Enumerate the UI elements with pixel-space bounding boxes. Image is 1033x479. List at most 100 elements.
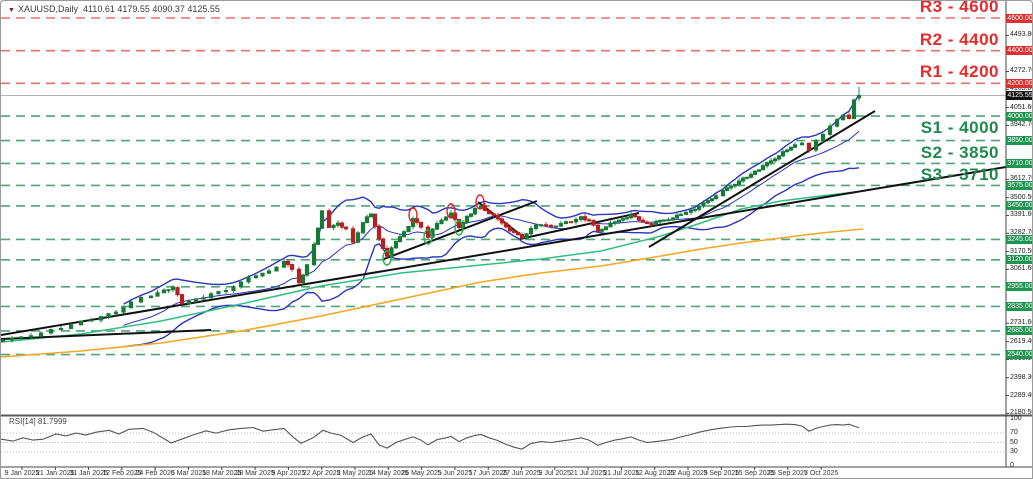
candle-body bbox=[636, 216, 642, 221]
x-axis-label: 9 Jan 2025 bbox=[4, 470, 40, 477]
rsi-indicator-label: RSI[14] 81.7999 bbox=[9, 417, 67, 426]
candle-body bbox=[661, 219, 667, 222]
support-price-badge: 3710.00 bbox=[1006, 158, 1033, 168]
swing-low-ellipse bbox=[382, 250, 392, 266]
candle-body bbox=[166, 289, 171, 292]
price-tick-label: 3942.70 bbox=[1010, 121, 1033, 129]
resistance-price-badge: 4600.00 bbox=[1006, 13, 1033, 23]
candle-body bbox=[780, 151, 786, 157]
x-axis-label: 21 Jul 2025 bbox=[569, 470, 607, 477]
x-axis-label: 21 Jan 2025 bbox=[36, 470, 75, 477]
candle-body bbox=[713, 195, 719, 200]
price-tick-label: 2289.40 bbox=[1010, 391, 1033, 399]
resistance-label: R3 - 4600 bbox=[919, 0, 999, 16]
candle-body bbox=[760, 165, 766, 171]
candle-body bbox=[170, 287, 176, 291]
rsi-name: RSI[14] bbox=[9, 417, 36, 426]
candle-body bbox=[384, 247, 390, 257]
trendline[interactable] bbox=[383, 200, 538, 260]
candle-body bbox=[720, 189, 726, 197]
support-price-badge: 2540.00 bbox=[1006, 350, 1033, 360]
trendline[interactable] bbox=[519, 212, 640, 240]
candle-body bbox=[406, 226, 411, 233]
price-tick-label: 3170.50 bbox=[1010, 247, 1033, 255]
candle-body bbox=[311, 243, 317, 266]
candle-body bbox=[456, 218, 462, 228]
rsi-scale-label: 100 bbox=[1010, 415, 1022, 422]
x-axis-label: 5 Jun 2025 bbox=[437, 470, 473, 477]
trendline[interactable] bbox=[648, 110, 876, 248]
support-price-badge: 3850.00 bbox=[1006, 136, 1033, 146]
resistance-price-badge: 4400.00 bbox=[1006, 46, 1033, 56]
candle-body bbox=[18, 336, 24, 339]
candle-body bbox=[155, 292, 160, 297]
candle-body bbox=[674, 214, 680, 219]
candle-body bbox=[304, 264, 310, 276]
swing-high-ellipse bbox=[408, 207, 418, 223]
swing-high-ellipse bbox=[475, 194, 485, 210]
candle-body bbox=[543, 224, 549, 227]
candle-body bbox=[740, 177, 746, 182]
candle-body bbox=[548, 224, 554, 228]
candle-body bbox=[253, 275, 259, 279]
candle-body bbox=[482, 205, 488, 212]
candle-body bbox=[491, 213, 496, 216]
chart-title: ▼ XAUUSD,Daily 4110.61 4179.55 4090.37 41… bbox=[8, 4, 220, 14]
candle-body bbox=[578, 216, 584, 220]
candle-body bbox=[799, 142, 805, 146]
rsi-scale-label: 70 bbox=[1010, 429, 1018, 437]
candle-body bbox=[223, 290, 229, 293]
candle-body bbox=[834, 119, 840, 127]
candle-body bbox=[772, 158, 778, 162]
candle-body bbox=[339, 222, 345, 228]
swing-low-ellipse bbox=[454, 220, 464, 236]
resistance-label: R1 - 4200 bbox=[919, 62, 999, 82]
rsi-line bbox=[1, 423, 860, 450]
swing-high-ellipse bbox=[446, 203, 456, 219]
candle-body bbox=[216, 291, 221, 295]
candle-body bbox=[846, 114, 852, 119]
candle-body bbox=[289, 264, 295, 270]
candle-body bbox=[434, 223, 440, 230]
price-tick-label: 3282.70 bbox=[1010, 229, 1033, 237]
candle-body bbox=[38, 332, 44, 337]
candle-body bbox=[285, 260, 291, 266]
trendline[interactable] bbox=[1, 329, 212, 340]
candle-body bbox=[148, 295, 154, 299]
x-axis-label: 18 Mar 2025 bbox=[202, 470, 242, 477]
candle-body bbox=[380, 238, 386, 249]
trendline[interactable] bbox=[1, 166, 1006, 336]
candle-body bbox=[640, 219, 646, 223]
rsi-scale-label: 50 bbox=[1010, 438, 1018, 446]
candle-body bbox=[732, 183, 738, 187]
candle-body bbox=[511, 230, 517, 233]
x-axis-label: 25 Sep 2025 bbox=[768, 470, 808, 477]
candle-body bbox=[670, 217, 676, 221]
candle-body bbox=[748, 173, 754, 178]
candle-body bbox=[709, 198, 715, 202]
resistance-label: R2 - 4400 bbox=[919, 29, 999, 49]
candle-body bbox=[692, 208, 698, 211]
candle-body bbox=[776, 155, 782, 160]
support-price-badge: 2685.00 bbox=[1006, 326, 1033, 336]
candle-body bbox=[503, 222, 509, 228]
candle-body bbox=[468, 213, 474, 217]
candle-body bbox=[161, 289, 167, 294]
candle-body bbox=[573, 218, 579, 223]
main-pane[interactable] bbox=[1, 17, 1006, 358]
candle-body bbox=[599, 229, 605, 232]
candle-body bbox=[372, 213, 378, 227]
candle-body bbox=[1, 339, 6, 343]
candle-body bbox=[364, 216, 370, 224]
price-tick-label: 4163.80 bbox=[1010, 85, 1033, 93]
candle-body bbox=[524, 233, 529, 239]
price-tick-label: 3391.60 bbox=[1010, 211, 1033, 219]
x-axis-label: 3 Sep 2025 bbox=[703, 470, 740, 477]
candle-body bbox=[620, 218, 626, 221]
symbol-dropdown-icon[interactable]: ▼ bbox=[8, 7, 15, 14]
bollinger-lower-band bbox=[123, 167, 860, 348]
candle-body bbox=[582, 216, 588, 221]
resistance-price-badge: 4200.00 bbox=[1006, 78, 1033, 88]
candle-body bbox=[335, 222, 341, 226]
